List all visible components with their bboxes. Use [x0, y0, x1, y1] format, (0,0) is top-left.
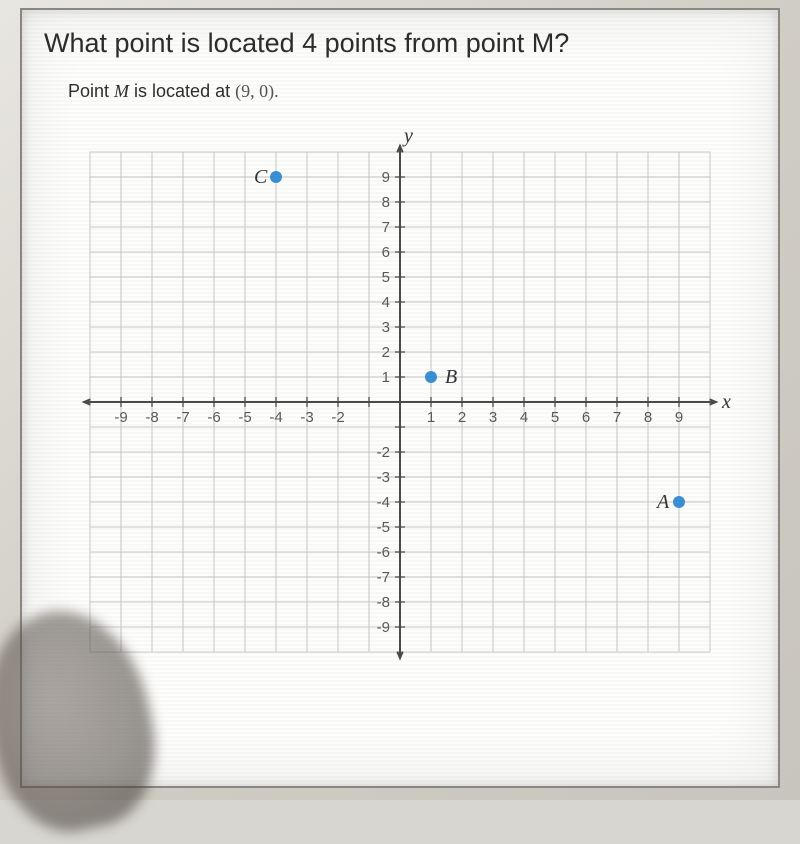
- x-tick-label: 1: [427, 409, 435, 426]
- point-b: [425, 371, 437, 383]
- photo-background: What point is located 4 points from poin…: [0, 0, 800, 800]
- x-tick-label: -4: [269, 409, 282, 426]
- x-tick-label: 2: [458, 409, 466, 426]
- statement-point: M: [114, 81, 129, 101]
- y-tick-label: 6: [382, 244, 390, 261]
- coordinate-grid: -9 -8 -7 -6 -5 -4 -3 -2 1 2 3 4 5 6 7 8 9 1 2 3 4 5 6 7 8 9 -2 -3 -4…: [60, 122, 740, 682]
- x-tick-label: -5: [238, 409, 251, 426]
- y-tick-label: -8: [377, 594, 390, 611]
- x-tick-label: 8: [644, 409, 652, 426]
- y-tick-label: 7: [382, 219, 390, 236]
- statement-prefix: Point: [68, 81, 114, 101]
- y-tick-label: -3: [377, 469, 390, 486]
- y-tick-label: -6: [377, 544, 390, 561]
- y-tick-label: 4: [382, 294, 390, 311]
- point-label-b: B: [445, 366, 457, 388]
- y-tick-label: 2: [382, 344, 390, 361]
- y-tick-label: -2: [377, 444, 390, 461]
- x-tick-label: -8: [145, 409, 158, 426]
- x-tick-label: -6: [207, 409, 220, 426]
- x-tick-label: 7: [613, 409, 621, 426]
- x-axis-label: x: [721, 391, 731, 413]
- y-axis-label: y: [402, 125, 413, 147]
- x-tick-label: 6: [582, 409, 590, 426]
- x-tick-label: -7: [176, 409, 189, 426]
- point-label-c: C: [254, 166, 268, 188]
- y-tick-label: 3: [382, 319, 390, 336]
- point-c: [270, 171, 282, 183]
- y-tick-label: 1: [382, 369, 390, 386]
- statement-text: Point M is located at (9, 0).: [68, 81, 756, 102]
- y-tick-label: -9: [377, 619, 390, 636]
- question-text: What point is located 4 points from poin…: [44, 28, 756, 59]
- chart-container: -9 -8 -7 -6 -5 -4 -3 -2 1 2 3 4 5 6 7 8 9 1 2 3 4 5 6 7 8 9 -2 -3 -4…: [60, 122, 740, 682]
- point-label-a: A: [655, 491, 670, 513]
- x-tick-label: 9: [675, 409, 683, 426]
- y-tick-label: -5: [377, 519, 390, 536]
- x-tick-label: -3: [300, 409, 313, 426]
- y-tick-label: 9: [382, 169, 390, 186]
- x-tick-label: 5: [551, 409, 559, 426]
- x-tick-label: -9: [114, 409, 127, 426]
- y-tick-label: 8: [382, 194, 390, 211]
- point-a: [673, 496, 685, 508]
- statement-middle: is located at: [129, 81, 235, 101]
- y-tick-label: -4: [377, 494, 390, 511]
- statement-coords: (9, 0).: [235, 81, 279, 101]
- y-tick-label: 5: [382, 269, 390, 286]
- x-tick-label: -2: [331, 409, 344, 426]
- y-tick-label: -7: [377, 569, 390, 586]
- x-tick-label: 3: [489, 409, 497, 426]
- x-tick-label: 4: [520, 409, 528, 426]
